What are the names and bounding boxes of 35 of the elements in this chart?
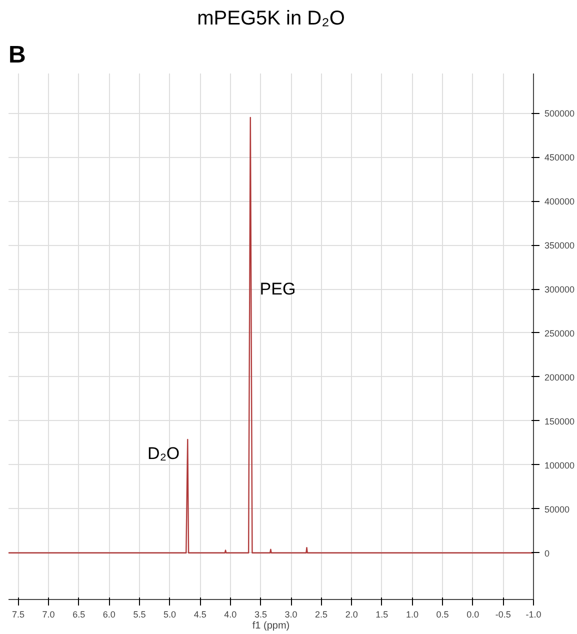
x-tick-label: 1.5 xyxy=(376,610,388,620)
x-tick-label: 2.0 xyxy=(345,610,358,620)
y-tick-label: 100000 xyxy=(544,460,575,470)
x-tick-label: 6.0 xyxy=(102,610,116,620)
line-series xyxy=(8,116,534,554)
x-tick-label: 7.0 xyxy=(42,610,55,620)
x-tick-label: 4.0 xyxy=(224,610,237,620)
x-tick-label: 5.5 xyxy=(133,610,146,620)
x-tick-label: -1.0 xyxy=(526,610,542,620)
annotation: D₂O xyxy=(148,444,180,463)
x-tick-label: 3.5 xyxy=(254,610,267,620)
x-tick-label: 3.0 xyxy=(284,610,298,620)
y-tick-label: 0 xyxy=(544,548,550,558)
y-tick-label: 500000 xyxy=(544,108,575,119)
y-tick-label: 200000 xyxy=(544,372,575,382)
x-axis-title: f1 (ppm) xyxy=(252,620,290,632)
x-tick-label: 4.5 xyxy=(194,610,206,620)
x-tick-label: 7.5 xyxy=(12,610,24,620)
y-tick-label: 300000 xyxy=(544,284,575,294)
y-tick-label: 350000 xyxy=(544,240,575,251)
x-tick-label: 5.0 xyxy=(164,610,176,620)
y-tick-label: 250000 xyxy=(544,328,575,338)
y-tick-label: 450000 xyxy=(544,152,575,163)
chart-title: mPEG5K in D₂O xyxy=(197,8,345,30)
x-tick-label: 2.5 xyxy=(315,610,328,620)
x-tick-label: 0.0 xyxy=(466,610,480,620)
y-tick-label: 150000 xyxy=(544,416,575,426)
y-tick-label: 50000 xyxy=(544,504,570,514)
x-tick-label: 0.5 xyxy=(436,610,449,620)
x-tick-label: 6.5 xyxy=(72,610,86,620)
x-tick-label: 1.0 xyxy=(406,610,419,620)
y-tick-label: 400000 xyxy=(544,196,575,207)
annotation: PEG xyxy=(260,280,296,298)
x-tick-label: -0.5 xyxy=(495,610,511,620)
text: B xyxy=(8,42,26,68)
